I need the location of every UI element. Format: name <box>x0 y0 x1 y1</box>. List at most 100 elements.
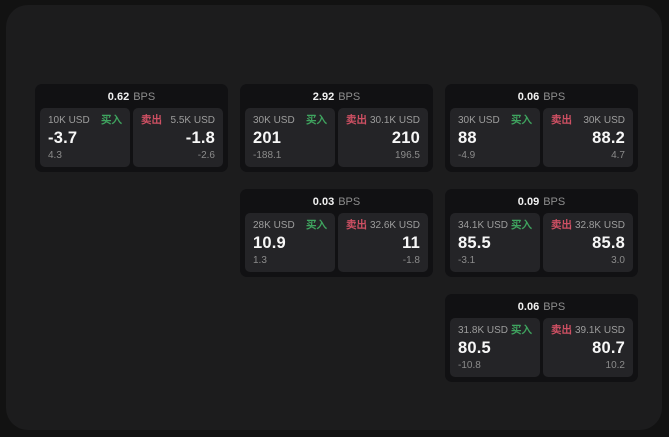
sell-button[interactable]: 卖出 <box>551 324 572 336</box>
quote-card: 0.06 BPS 30K USD 买入 88 -4.9 卖出 30K USD <box>445 84 638 172</box>
sell-button[interactable]: 卖出 <box>551 114 572 126</box>
sell-price: 88.2 <box>592 129 625 147</box>
bps-header: 0.62 BPS <box>35 84 228 106</box>
bps-unit-label: BPS <box>133 90 156 103</box>
buy-change: -3.1 <box>458 255 476 266</box>
buy-button[interactable]: 买入 <box>101 114 122 126</box>
bps-header: 0.06 BPS <box>445 84 638 106</box>
sell-button[interactable]: 卖出 <box>346 114 367 126</box>
sell-change: -2.6 <box>197 150 215 161</box>
bps-header: 0.03 BPS <box>240 189 433 211</box>
sell-change: 10.2 <box>605 360 625 371</box>
sell-tile-top: 卖出 30.1K USD <box>346 114 420 127</box>
quote-card-body: 10K USD 买入 -3.7 4.3 卖出 5.5K USD -1.8 -2.… <box>35 106 228 172</box>
sell-price: 85.8 <box>592 234 625 252</box>
bps-value: 0.62 <box>107 90 130 103</box>
buy-tile[interactable]: 28K USD 买入 10.9 1.3 <box>245 213 335 272</box>
bps-value: 0.09 <box>517 195 540 208</box>
buy-tile-top: 34.1K USD 买入 <box>458 219 532 232</box>
sell-price: 80.7 <box>592 339 625 357</box>
sell-amount: 39.1K USD <box>574 325 625 336</box>
sell-price: -1.8 <box>185 129 215 147</box>
buy-price: -3.7 <box>48 129 78 147</box>
buy-price: 201 <box>253 129 282 147</box>
quote-card-body: 30K USD 买入 201 -188.1 卖出 30.1K USD 210 1… <box>240 106 433 172</box>
sell-amount: 5.5K USD <box>170 115 215 126</box>
bps-value: 0.06 <box>517 90 540 103</box>
buy-change: 1.3 <box>253 255 267 266</box>
sell-tile[interactable]: 卖出 32.6K USD 11 -1.8 <box>338 213 428 272</box>
sell-button[interactable]: 卖出 <box>141 114 162 126</box>
sell-tile[interactable]: 卖出 39.1K USD 80.7 10.2 <box>543 318 633 377</box>
buy-price: 10.9 <box>253 234 286 252</box>
buy-tile-top: 30K USD 买入 <box>253 114 327 127</box>
sell-tile-top: 卖出 39.1K USD <box>551 324 625 337</box>
sell-tile[interactable]: 卖出 30K USD 88.2 4.7 <box>543 108 633 167</box>
bps-unit-label: BPS <box>543 195 566 208</box>
sell-change: 3.0 <box>611 255 625 266</box>
buy-tile-top: 10K USD 买入 <box>48 114 122 127</box>
buy-amount: 31.8K USD <box>458 325 509 336</box>
buy-change: -10.8 <box>458 360 481 371</box>
bps-value: 0.06 <box>517 300 540 313</box>
buy-tile[interactable]: 31.8K USD 买入 80.5 -10.8 <box>450 318 540 377</box>
buy-amount: 34.1K USD <box>458 220 509 231</box>
buy-change: 4.3 <box>48 150 62 161</box>
buy-amount: 30K USD <box>458 115 500 126</box>
sell-price: 11 <box>402 234 420 252</box>
sell-button[interactable]: 卖出 <box>551 219 572 231</box>
buy-change: -4.9 <box>458 150 476 161</box>
buy-change: -188.1 <box>253 150 282 161</box>
bps-unit-label: BPS <box>338 195 361 208</box>
quote-card: 0.03 BPS 28K USD 买入 10.9 1.3 卖出 32.6K US… <box>240 189 433 277</box>
sell-tile-top: 卖出 32.6K USD <box>346 219 420 232</box>
sell-change: -1.8 <box>402 255 420 266</box>
quote-card: 0.06 BPS 31.8K USD 买入 80.5 -10.8 卖出 39.1… <box>445 294 638 382</box>
buy-tile[interactable]: 30K USD 买入 88 -4.9 <box>450 108 540 167</box>
sell-amount: 30.1K USD <box>369 115 420 126</box>
buy-tile-top: 28K USD 买入 <box>253 219 327 232</box>
buy-tile[interactable]: 30K USD 买入 201 -188.1 <box>245 108 335 167</box>
bps-unit-label: BPS <box>543 300 566 313</box>
quote-card-body: 31.8K USD 买入 80.5 -10.8 卖出 39.1K USD 80.… <box>445 316 638 382</box>
buy-button[interactable]: 买入 <box>511 219 532 231</box>
buy-amount: 30K USD <box>253 115 295 126</box>
sell-tile[interactable]: 卖出 5.5K USD -1.8 -2.6 <box>133 108 223 167</box>
sell-amount: 32.8K USD <box>574 220 625 231</box>
sell-amount: 32.6K USD <box>369 220 420 231</box>
buy-price: 80.5 <box>458 339 491 357</box>
buy-price: 85.5 <box>458 234 491 252</box>
sell-change: 4.7 <box>611 150 625 161</box>
buy-button[interactable]: 买入 <box>306 219 327 231</box>
sell-tile-top: 卖出 32.8K USD <box>551 219 625 232</box>
sell-tile-top: 卖出 5.5K USD <box>141 114 215 127</box>
bps-unit-label: BPS <box>543 90 566 103</box>
sell-amount: 30K USD <box>583 115 625 126</box>
sell-change: 196.5 <box>394 150 420 161</box>
quote-card: 0.62 BPS 10K USD 买入 -3.7 4.3 卖出 5.5K USD <box>35 84 228 172</box>
quote-card: 0.09 BPS 34.1K USD 买入 85.5 -3.1 卖出 32.8K… <box>445 189 638 277</box>
buy-tile-top: 30K USD 买入 <box>458 114 532 127</box>
sell-tile[interactable]: 卖出 32.8K USD 85.8 3.0 <box>543 213 633 272</box>
bps-value: 2.92 <box>312 90 335 103</box>
quote-card-body: 30K USD 买入 88 -4.9 卖出 30K USD 88.2 4.7 <box>445 106 638 172</box>
bps-value: 0.03 <box>312 195 335 208</box>
buy-tile-top: 31.8K USD 买入 <box>458 324 532 337</box>
buy-tile[interactable]: 10K USD 买入 -3.7 4.3 <box>40 108 130 167</box>
buy-button[interactable]: 买入 <box>511 324 532 336</box>
main-panel: 0.62 BPS 10K USD 买入 -3.7 4.3 卖出 5.5K USD <box>6 5 662 430</box>
bps-header: 0.06 BPS <box>445 294 638 316</box>
quote-card-body: 34.1K USD 买入 85.5 -3.1 卖出 32.8K USD 85.8… <box>445 211 638 277</box>
bps-unit-label: BPS <box>338 90 361 103</box>
sell-button[interactable]: 卖出 <box>346 219 367 231</box>
sell-tile-top: 卖出 30K USD <box>551 114 625 127</box>
bps-header: 0.09 BPS <box>445 189 638 211</box>
buy-button[interactable]: 买入 <box>511 114 532 126</box>
buy-amount: 28K USD <box>253 220 295 231</box>
bps-header: 2.92 BPS <box>240 84 433 106</box>
sell-tile[interactable]: 卖出 30.1K USD 210 196.5 <box>338 108 428 167</box>
buy-amount: 10K USD <box>48 115 90 126</box>
buy-tile[interactable]: 34.1K USD 买入 85.5 -3.1 <box>450 213 540 272</box>
buy-button[interactable]: 买入 <box>306 114 327 126</box>
